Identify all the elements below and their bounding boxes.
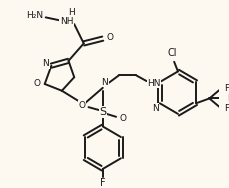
Text: S: S: [99, 107, 106, 117]
Text: F: F: [223, 84, 228, 93]
Text: HN: HN: [147, 79, 160, 87]
Text: O: O: [78, 101, 85, 110]
Text: F: F: [100, 178, 105, 188]
Text: O: O: [106, 33, 113, 42]
Text: NH: NH: [60, 17, 73, 26]
Text: N: N: [151, 104, 158, 113]
Text: O: O: [119, 114, 126, 123]
Text: N: N: [101, 77, 108, 86]
Text: H: H: [68, 8, 74, 17]
Text: N: N: [42, 59, 49, 68]
Text: O: O: [33, 79, 41, 87]
Text: H₂N: H₂N: [26, 11, 43, 20]
Text: F: F: [226, 94, 229, 103]
Text: Cl: Cl: [167, 48, 176, 58]
Text: F: F: [223, 104, 228, 113]
